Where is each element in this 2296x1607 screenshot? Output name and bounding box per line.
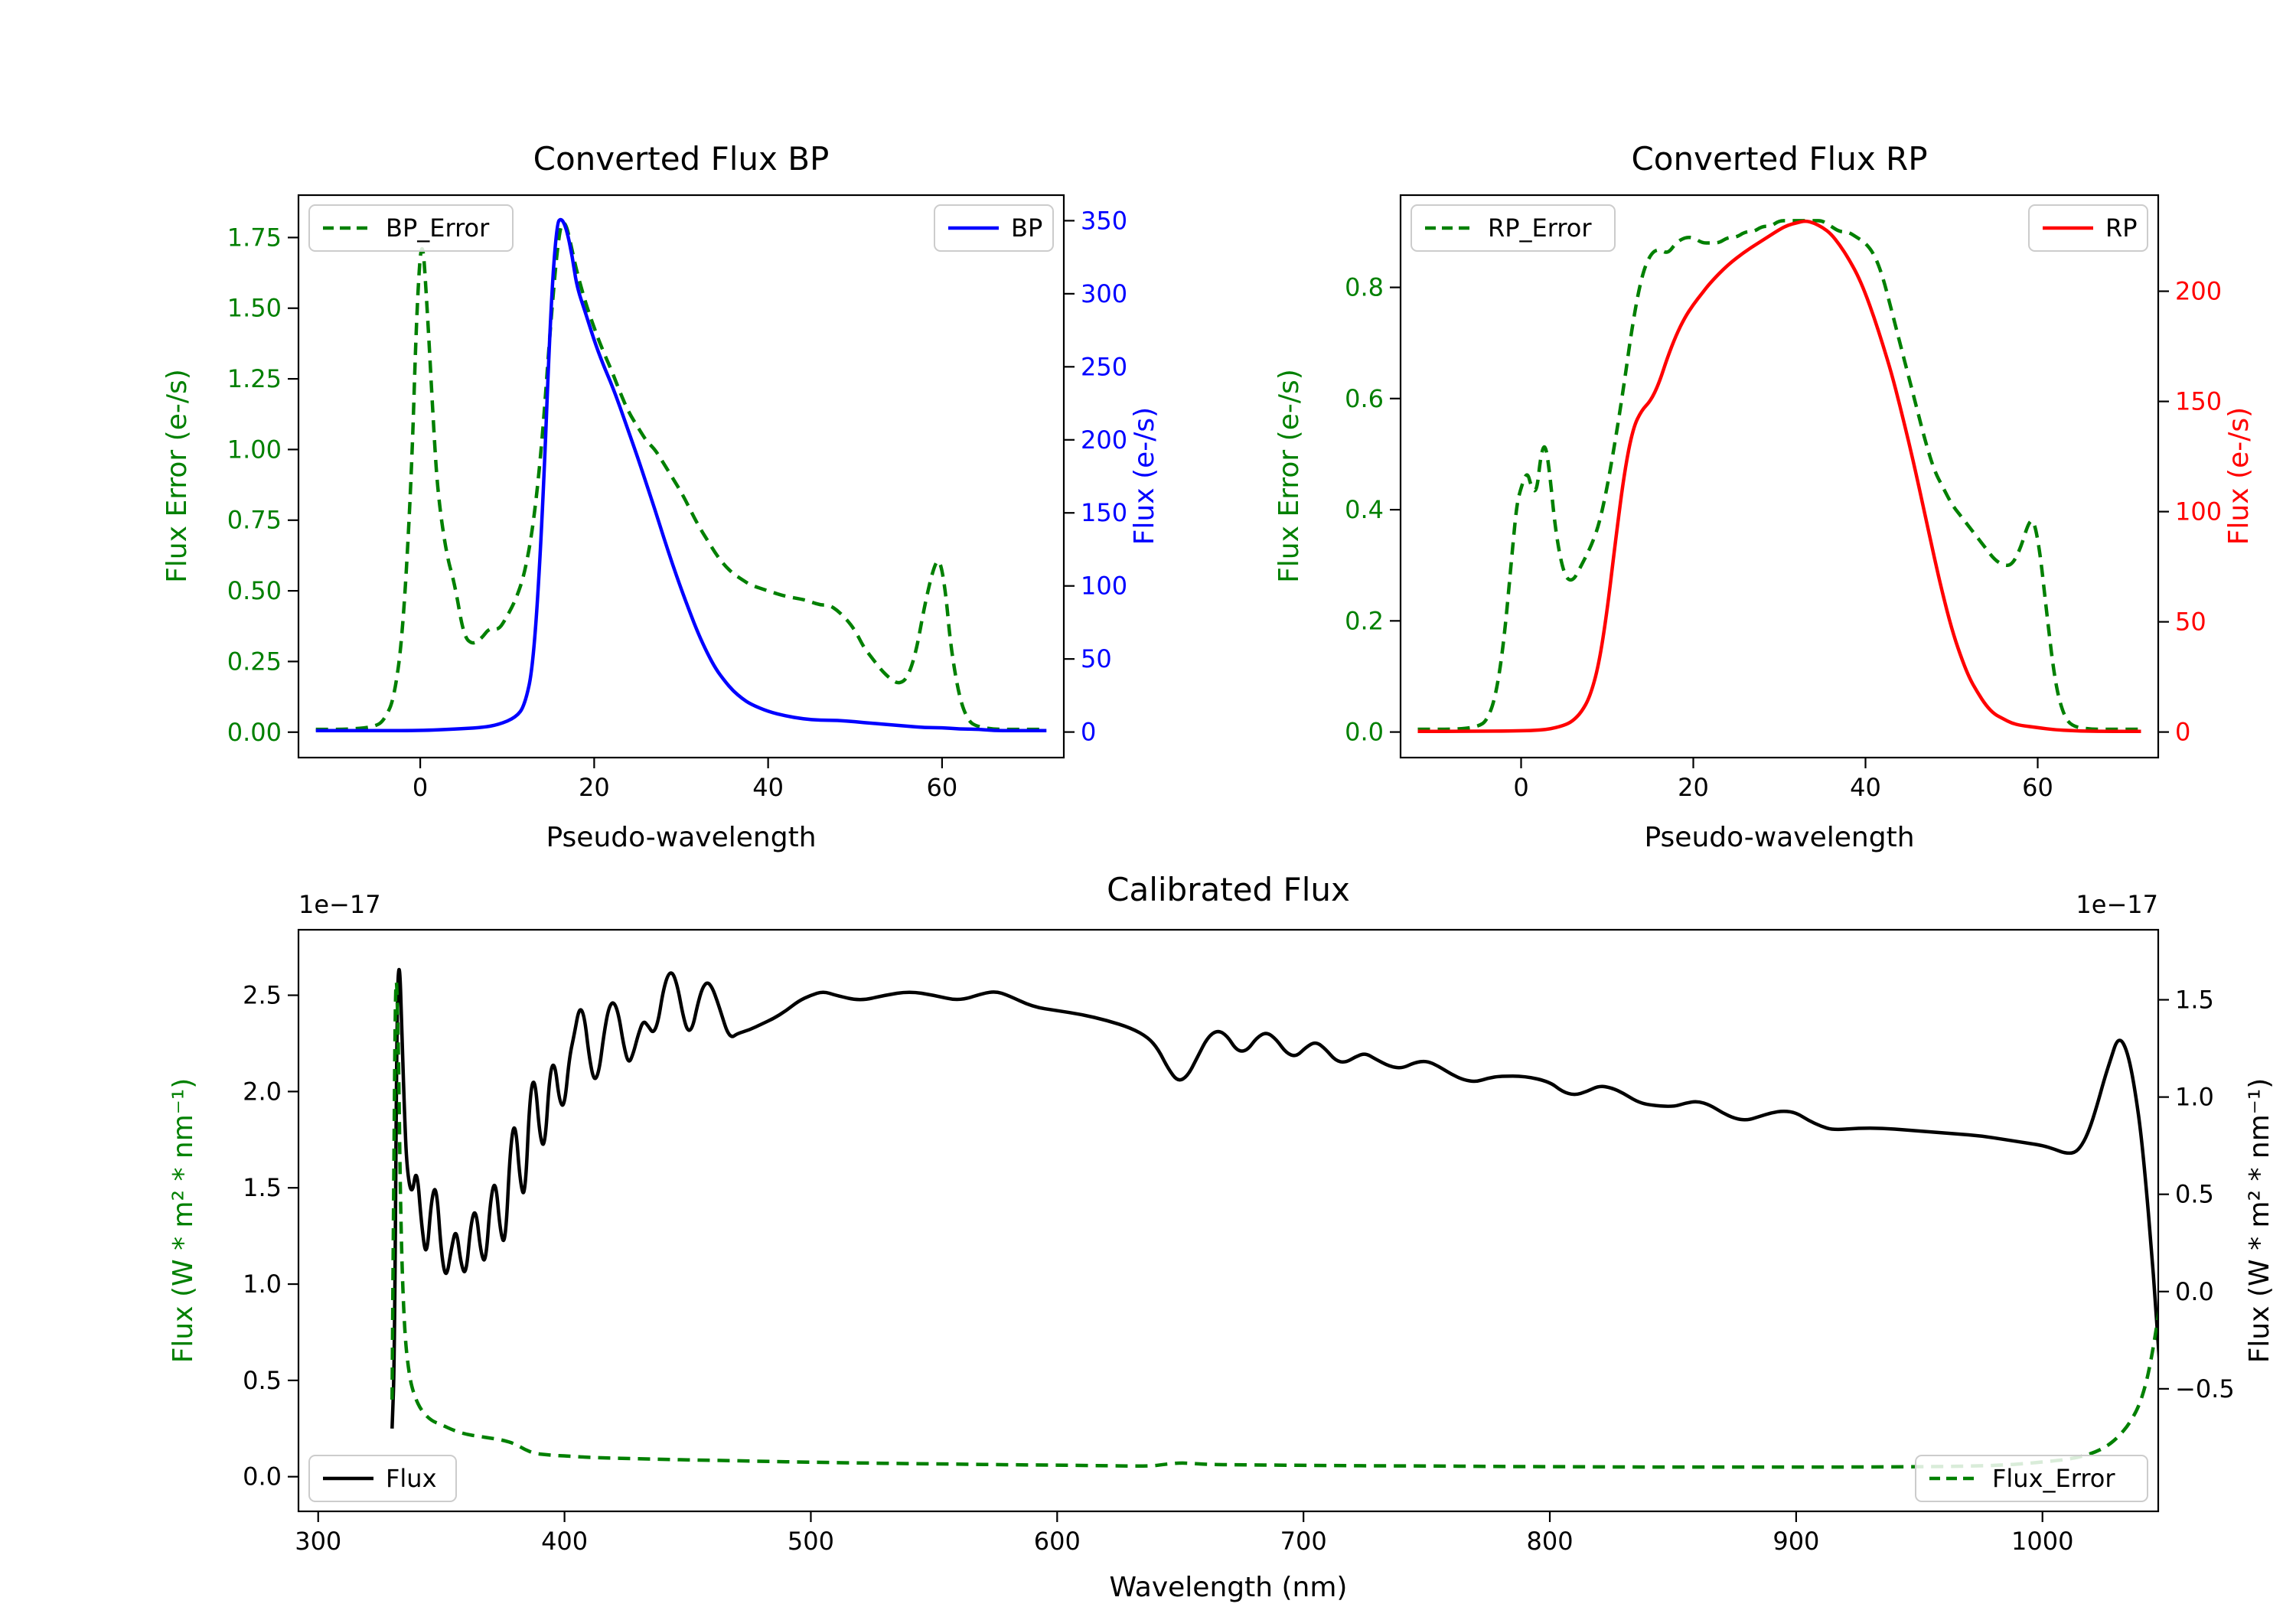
tick-label: 700 xyxy=(1280,1527,1327,1556)
chart-canvas-rp: 0 20 40 60 0.0 0.2 0.4 0.6 0.8 0 50 100 150 200 RP_Err… xyxy=(1345,194,2222,802)
tick-label: 0.25 xyxy=(227,647,282,676)
legend-box xyxy=(308,1455,457,1502)
tick-label: 0.6 xyxy=(1345,384,1384,413)
legend-box xyxy=(308,204,514,252)
legend-Flux: Flux xyxy=(308,1455,457,1502)
tick-label: 60 xyxy=(927,773,958,802)
x-axis-label-bp: Pseudo-wavelength xyxy=(546,822,817,853)
plot-border xyxy=(297,928,2160,1513)
tick-label: 150 xyxy=(1081,498,1127,527)
tick-label: 200 xyxy=(2175,277,2222,306)
chart-converted-flux-bp: Converted Flux BP Pseudo-wavelength Flux… xyxy=(107,99,1179,872)
tick-label: 150 xyxy=(2175,387,2222,416)
legend-BP: BP xyxy=(934,204,1054,252)
axis-offset-left: 1e−17 xyxy=(298,890,381,919)
tick-label: 100 xyxy=(2175,497,2222,526)
tick-label: 500 xyxy=(788,1527,834,1556)
chart-canvas-cal: 300 400 500 600 700 800 900 1000 0.0 0.5 1.0 1.5 2.0… xyxy=(243,890,2235,1556)
tick-label: 0 xyxy=(413,773,428,802)
tick-label: 0.4 xyxy=(1345,495,1384,524)
series-line-Flux_Error xyxy=(390,980,2158,1469)
plot-border xyxy=(297,194,1065,759)
tick-label: 600 xyxy=(1034,1527,1081,1556)
chart-title-bp: Converted Flux BP xyxy=(533,140,830,178)
tick-label: 1.5 xyxy=(2175,986,2214,1015)
tick-label: 50 xyxy=(2175,608,2206,637)
tick-label: 1.75 xyxy=(227,223,282,252)
series-line-RP xyxy=(1417,219,2141,733)
series-line-BP xyxy=(315,217,1047,732)
tick-label: 40 xyxy=(752,773,784,802)
tick-label: 0.0 xyxy=(243,1462,282,1491)
x-axis-label-cal: Wavelength (nm) xyxy=(1109,1572,1348,1603)
tick-label: 1.0 xyxy=(2175,1083,2214,1112)
tick-label: 0.5 xyxy=(2175,1180,2214,1209)
tick-label: 0.0 xyxy=(2175,1277,2214,1306)
legend-RP: RP xyxy=(2028,204,2148,252)
x-axis-label-rp: Pseudo-wavelength xyxy=(1644,822,1915,853)
series-line-RP_Error xyxy=(1417,219,2141,732)
tick-label: 0 xyxy=(1513,773,1528,802)
tick-label: 0.5 xyxy=(243,1366,282,1395)
series-line-BP_Error xyxy=(315,221,1047,732)
legend-BP_Error: BP_Error xyxy=(308,204,514,252)
legend-label: RP xyxy=(2105,214,2138,243)
tick-label: −0.5 xyxy=(2175,1374,2235,1403)
series-line-Flux xyxy=(390,967,2158,1429)
tick-label: 1.50 xyxy=(227,294,282,323)
chart-canvas-bp: 0 20 40 60 0.00 0.25 0.50 0.75 1.00 1.25 1.50 1.75 0… xyxy=(227,194,1127,802)
legend-box xyxy=(1915,1455,2148,1502)
tick-label: 20 xyxy=(579,773,610,802)
chart-calibrated-flux: Calibrated Flux Wavelength (nm) Flux (W … xyxy=(107,834,2296,1607)
tick-label: 20 xyxy=(1678,773,1709,802)
legend-label: Flux_Error xyxy=(1992,1464,2115,1493)
chart-converted-flux-rp: Converted Flux RP Pseudo-wavelength Flux… xyxy=(1209,99,2281,872)
legend-label: BP xyxy=(1011,214,1042,243)
tick-label: 350 xyxy=(1081,206,1127,235)
tick-label: 0.75 xyxy=(227,506,282,535)
legend-label: RP_Error xyxy=(1488,214,1592,243)
tick-label: 900 xyxy=(1773,1527,1819,1556)
tick-label: 0 xyxy=(1081,718,1096,747)
tick-label: 200 xyxy=(1081,425,1127,455)
legend-RP_Error: RP_Error xyxy=(1411,204,1616,252)
tick-label: 1.00 xyxy=(227,435,282,464)
plot-border xyxy=(1399,194,2160,759)
tick-label: 2.5 xyxy=(243,981,282,1010)
tick-label: 1.25 xyxy=(227,364,282,393)
legend-label: BP_Error xyxy=(386,214,490,243)
chart-title-rp: Converted Flux RP xyxy=(1631,140,1928,178)
tick-label: 100 xyxy=(1081,572,1127,601)
tick-label: 0.00 xyxy=(227,718,282,747)
tick-label: 0.2 xyxy=(1345,606,1384,635)
tick-label: 40 xyxy=(1850,773,1881,802)
tick-label: 250 xyxy=(1081,352,1127,381)
tick-label: 0.0 xyxy=(1345,718,1384,747)
tick-label: 0 xyxy=(2175,718,2190,747)
tick-label: 1.5 xyxy=(243,1173,282,1202)
legend-box xyxy=(1411,204,1616,252)
legend-label: Flux xyxy=(386,1464,437,1493)
tick-label: 0.8 xyxy=(1345,273,1384,302)
tick-label: 1.0 xyxy=(243,1270,282,1299)
tick-label: 800 xyxy=(1526,1527,1573,1556)
tick-label: 2.0 xyxy=(243,1077,282,1106)
tick-label: 400 xyxy=(541,1527,588,1556)
tick-label: 1000 xyxy=(2011,1527,2073,1556)
tick-label: 300 xyxy=(295,1527,341,1556)
tick-label: 0.50 xyxy=(227,576,282,605)
legend-Flux_Error: Flux_Error xyxy=(1915,1455,2148,1502)
chart-title-cal: Calibrated Flux xyxy=(1107,871,1350,908)
axis-offset-right: 1e−17 xyxy=(2076,890,2158,919)
tick-label: 300 xyxy=(1081,279,1127,308)
tick-label: 50 xyxy=(1081,644,1112,673)
tick-label: 60 xyxy=(2022,773,2053,802)
